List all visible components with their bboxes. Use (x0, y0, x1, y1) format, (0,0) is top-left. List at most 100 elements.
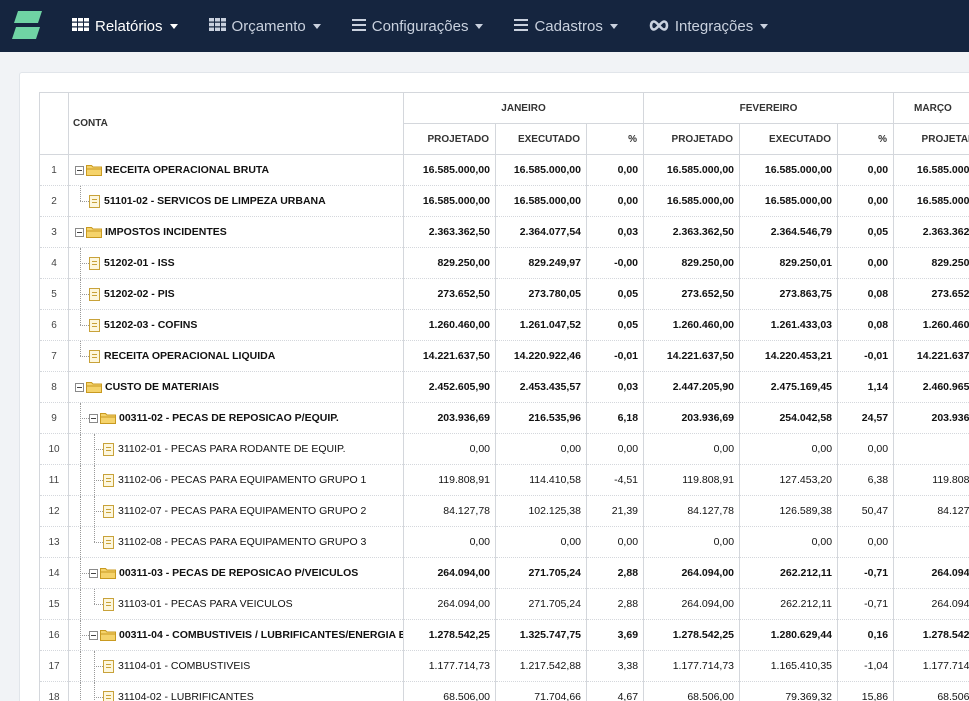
fev-percent-cell: -0,71 (837, 588, 895, 620)
jan-projetado-cell: 16.585.000,00 (403, 185, 496, 217)
account-cell: RECEITA OPERACIONAL BRUTA (68, 154, 404, 186)
row-number: 4 (39, 247, 69, 279)
mar-projetado-cell: 14.221.637,50 (893, 340, 969, 372)
account-label: 31104-02 - LUBRIFICANTES (118, 691, 254, 701)
table-row[interactable]: 2 51101-02 - SERVICOS DE LIMPEZA URBANA 16… (39, 185, 969, 217)
table-row[interactable]: 10 31102-01 - PECAS PARA RODANTE DE EQUIP… (39, 433, 969, 465)
collapse-toggle-icon[interactable] (75, 227, 84, 237)
bars-icon (351, 18, 366, 35)
jan-executado-cell: 14.220.922,46 (495, 340, 587, 372)
budget-report-table: CONTA JANEIRO FEVEREIRO MARÇO PROJETADO … (39, 92, 969, 701)
document-icon (103, 659, 114, 673)
fev-percent-cell: 0,00 (837, 185, 895, 217)
month-header-fev: FEVEREIRO (643, 92, 895, 124)
account-cell: 31102-06 - PECAS PARA EQUIPAMENTO GRUPO … (68, 464, 404, 496)
mar-projetado-cell: 68.506,00 (893, 681, 969, 701)
collapse-toggle-icon[interactable] (89, 413, 98, 423)
table-row[interactable]: 16 00311-04 - COMBUSTIVEIS / LUBRIFICANTE… (39, 619, 969, 651)
jan-executado-cell: 273.780,05 (495, 278, 587, 310)
collapse-toggle-icon[interactable] (89, 630, 98, 640)
jan-projetado-cell: 14.221.637,50 (403, 340, 496, 372)
fev-projetado-cell: 1.278.542,25 (643, 619, 741, 651)
fev-percent-cell: 0,08 (837, 278, 895, 310)
jan-executado-cell: 216.535,96 (495, 402, 587, 434)
col-executado: EXECUTADO (739, 123, 839, 155)
table-row[interactable]: 8 CUSTO DE MATERIAIS 2.452.605,90 2.453.435… (39, 371, 969, 403)
report-table-container[interactable]: CONTA JANEIRO FEVEREIRO MARÇO PROJETADO … (39, 92, 969, 701)
document-icon (89, 318, 100, 332)
folder-icon (100, 567, 116, 579)
table-row[interactable]: 11 31102-06 - PECAS PARA EQUIPAMENTO GRUP… (39, 464, 969, 496)
jan-percent-cell: 2,88 (585, 588, 645, 620)
tree-guide (75, 465, 89, 495)
table-row[interactable]: 1 RECEITA OPERACIONAL BRUTA 16.585.000,00 1… (39, 154, 969, 186)
jan-percent-cell: 0,03 (585, 371, 645, 403)
account-cell: 31102-07 - PECAS PARA EQUIPAMENTO GRUPO … (68, 495, 404, 527)
fev-percent-cell: 0,00 (837, 526, 895, 558)
table-row[interactable]: 5 51202-02 - PIS 273.652,50 273.780,05 0,05 2… (39, 278, 969, 310)
collapse-toggle-icon[interactable] (89, 568, 98, 578)
nav-item-2[interactable]: Configurações (351, 18, 484, 35)
account-label: 31102-08 - PECAS PARA EQUIPAMENTO GRUPO … (118, 536, 367, 548)
table-row[interactable]: 9 00311-02 - PECAS DE REPOSICAO P/EQUIP. 2… (39, 402, 969, 434)
table-row[interactable]: 3 IMPOSTOS INCIDENTES 2.363.362,50 2.364.07… (39, 216, 969, 248)
caret-down-icon (609, 23, 618, 29)
fev-percent-cell: 0,00 (837, 154, 895, 186)
tree-connector (89, 465, 103, 495)
table-row[interactable]: 6 51202-03 - COFINS 1.260.460,00 1.261.047,… (39, 309, 969, 341)
table-row[interactable]: 12 31102-07 - PECAS PARA EQUIPAMENTO GRUP… (39, 495, 969, 527)
jan-executado-cell: 114.410,58 (495, 464, 587, 496)
account-label: 51202-02 - PIS (104, 288, 175, 300)
nav-item-4[interactable]: Integrações (649, 18, 769, 35)
collapse-toggle-icon[interactable] (75, 165, 84, 175)
nav-item-1[interactable]: Orçamento (208, 17, 321, 35)
col-projetado: PROJETADO (403, 123, 496, 155)
collapse-toggle-icon[interactable] (75, 382, 84, 392)
table-row[interactable]: 15 31103-01 - PECAS PARA VEICULOS 264.094,… (39, 588, 969, 620)
jan-projetado-cell: 16.585.000,00 (403, 154, 496, 186)
col-projetado: PROJETADO (643, 123, 741, 155)
caret-down-icon (312, 23, 321, 29)
jan-executado-cell: 71.704,66 (495, 681, 587, 701)
document-icon (103, 473, 114, 487)
nav-item-0[interactable]: Relatórios (72, 17, 178, 35)
account-cell: 00311-02 - PECAS DE REPOSICAO P/EQUIP. (68, 402, 404, 434)
table-row[interactable]: 18 31104-02 - LUBRIFICANTES 68.506,00 71.70… (39, 681, 969, 701)
jan-percent-cell: -4,51 (585, 464, 645, 496)
table-row[interactable]: 17 31104-01 - COMBUSTIVEIS 1.177.714,73 1.2… (39, 650, 969, 682)
jan-executado-cell: 102.125,38 (495, 495, 587, 527)
fev-projetado-cell: 14.221.637,50 (643, 340, 741, 372)
mar-projetado-cell: 2.363.362,50 (893, 216, 969, 248)
fev-executado-cell: 273.863,75 (739, 278, 839, 310)
folder-icon (86, 381, 102, 393)
caret-down-icon (760, 23, 769, 29)
jan-projetado-cell: 1.260.460,00 (403, 309, 496, 341)
nav-item-3[interactable]: Cadastros (514, 18, 618, 35)
jan-executado-cell: 1.325.747,75 (495, 619, 587, 651)
month-header-jan: JANEIRO (402, 92, 645, 124)
col-percent: % (585, 123, 645, 155)
table-row[interactable]: 14 00311-03 - PECAS DE REPOSICAO P/VEICUL… (39, 557, 969, 589)
account-label: 51202-01 - ISS (104, 257, 175, 269)
jan-percent-cell: 3,69 (585, 619, 645, 651)
account-label: 00311-03 - PECAS DE REPOSICAO P/VEICULOS (119, 567, 359, 579)
app-logo[interactable] (11, 7, 43, 43)
fev-executado-cell: 0,00 (739, 433, 839, 465)
tree-connector (89, 527, 103, 557)
jan-percent-cell: 3,38 (585, 650, 645, 682)
tree-guide (75, 682, 89, 701)
table-row[interactable]: 4 51202-01 - ISS 829.250,00 829.249,97 -0,00… (39, 247, 969, 279)
fev-projetado-cell: 264.094,00 (643, 557, 741, 589)
mar-projetado-cell: 264.094,00 (893, 557, 969, 589)
account-label: 31103-01 - PECAS PARA VEICULOS (118, 598, 293, 610)
jan-projetado-cell: 0,00 (403, 433, 496, 465)
account-cell: 00311-04 - COMBUSTIVEIS / LUBRIFICANTES/… (68, 619, 404, 651)
fev-projetado-cell: 84.127,78 (643, 495, 741, 527)
jan-executado-cell: 16.585.000,00 (495, 185, 587, 217)
mar-projetado-cell (893, 526, 969, 558)
table-row[interactable]: 13 31102-08 - PECAS PARA EQUIPAMENTO GRUP… (39, 526, 969, 558)
account-cell: 51202-03 - COFINS (68, 309, 404, 341)
jan-projetado-cell: 0,00 (403, 526, 496, 558)
tree-connector (75, 186, 89, 216)
table-row[interactable]: 7 RECEITA OPERACIONAL LIQUIDA 14.221.637,5… (39, 340, 969, 372)
